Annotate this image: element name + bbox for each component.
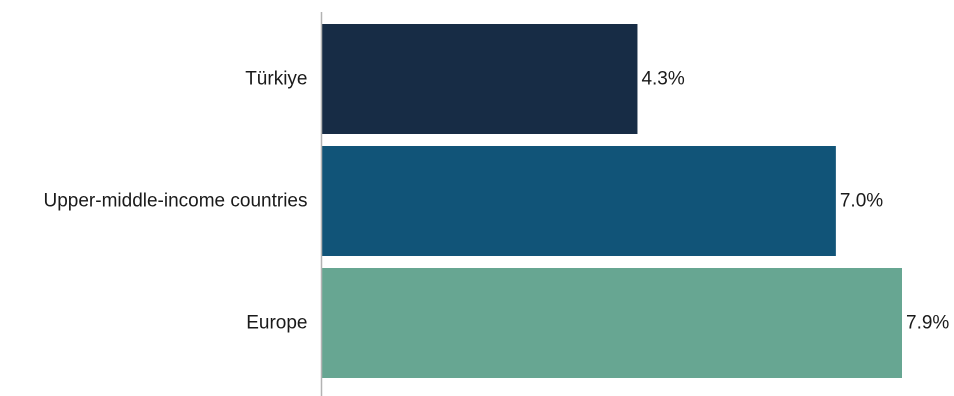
bar-europe [321, 268, 902, 378]
value-label-upper-middle-income-countries: 7.0% [840, 191, 883, 212]
bar-t-rkiye [321, 24, 638, 134]
bar-upper-middle-income-countries [321, 146, 836, 256]
bars-group [321, 24, 902, 378]
category-labels: Türkiye Upper-middle-income countries Euro… [44, 69, 308, 334]
value-labels: 4.3% 7.0% 7.9% [641, 69, 949, 334]
category-label-t-rkiye: Türkiye [245, 69, 307, 90]
category-label-europe: Europe [246, 313, 307, 334]
value-label-t-rkiye: 4.3% [641, 69, 684, 90]
value-label-europe: 7.9% [906, 313, 949, 334]
category-label-upper-middle-income-countries: Upper-middle-income countries [44, 191, 308, 212]
